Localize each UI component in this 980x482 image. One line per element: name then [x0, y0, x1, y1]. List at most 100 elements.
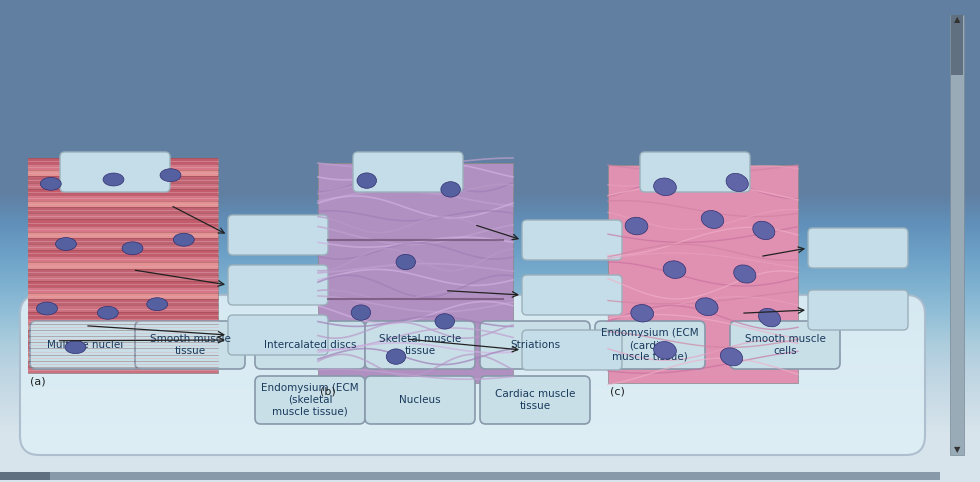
Bar: [28, 268, 218, 275]
FancyBboxPatch shape: [353, 152, 463, 192]
Bar: [28, 170, 218, 176]
Bar: [28, 219, 218, 226]
Bar: [28, 306, 218, 311]
Bar: [28, 361, 218, 367]
Bar: [28, 226, 218, 232]
Ellipse shape: [654, 342, 676, 359]
Text: (a): (a): [30, 377, 46, 387]
Text: Skeletal muscle
tissue: Skeletal muscle tissue: [379, 334, 462, 356]
FancyBboxPatch shape: [20, 295, 925, 455]
Ellipse shape: [759, 308, 780, 327]
Text: Intercalated discs: Intercalated discs: [264, 340, 357, 350]
Ellipse shape: [702, 211, 723, 228]
Ellipse shape: [696, 298, 718, 316]
Text: Smooth muscle
cells: Smooth muscle cells: [745, 334, 825, 356]
Ellipse shape: [103, 173, 123, 186]
Bar: [608, 165, 798, 383]
Ellipse shape: [435, 314, 455, 329]
Ellipse shape: [726, 174, 749, 191]
Text: Nucleus: Nucleus: [399, 395, 441, 405]
Bar: [0, 472, 50, 480]
FancyBboxPatch shape: [595, 321, 705, 369]
Bar: [28, 342, 218, 348]
Bar: [28, 299, 218, 306]
Bar: [318, 163, 513, 383]
Bar: [28, 195, 218, 201]
Bar: [28, 287, 218, 293]
Bar: [28, 158, 218, 164]
Ellipse shape: [122, 242, 143, 255]
Bar: [28, 189, 218, 195]
FancyBboxPatch shape: [480, 376, 590, 424]
Bar: [28, 355, 218, 361]
FancyBboxPatch shape: [730, 321, 840, 369]
Bar: [28, 244, 218, 250]
FancyBboxPatch shape: [808, 290, 908, 330]
Bar: [28, 318, 218, 324]
Text: ▼: ▼: [954, 445, 960, 455]
Ellipse shape: [173, 233, 194, 246]
FancyBboxPatch shape: [135, 321, 245, 369]
Ellipse shape: [147, 298, 168, 311]
Bar: [28, 293, 218, 299]
FancyBboxPatch shape: [365, 376, 475, 424]
Ellipse shape: [441, 182, 461, 197]
Bar: [28, 336, 218, 342]
FancyBboxPatch shape: [255, 376, 365, 424]
Ellipse shape: [654, 178, 676, 196]
Ellipse shape: [357, 173, 376, 188]
Bar: [28, 176, 218, 183]
Bar: [28, 250, 218, 256]
Bar: [950, 15, 964, 455]
Ellipse shape: [753, 221, 775, 240]
FancyBboxPatch shape: [640, 152, 750, 192]
Bar: [951, 15, 963, 75]
Bar: [28, 183, 218, 189]
Text: (c): (c): [610, 387, 625, 397]
Bar: [28, 275, 218, 281]
FancyBboxPatch shape: [365, 321, 475, 369]
Ellipse shape: [396, 254, 416, 270]
FancyBboxPatch shape: [522, 220, 622, 260]
Ellipse shape: [663, 261, 686, 279]
Ellipse shape: [720, 348, 743, 366]
FancyBboxPatch shape: [60, 152, 170, 192]
Ellipse shape: [65, 341, 86, 354]
Ellipse shape: [160, 169, 181, 182]
Text: Endomysium (ECM
(skeletal
muscle tissue): Endomysium (ECM (skeletal muscle tissue): [262, 383, 359, 416]
FancyBboxPatch shape: [480, 321, 590, 369]
Ellipse shape: [625, 217, 648, 235]
Text: ▲: ▲: [954, 15, 960, 25]
Bar: [28, 238, 218, 244]
Ellipse shape: [351, 305, 370, 321]
FancyBboxPatch shape: [255, 321, 365, 369]
FancyBboxPatch shape: [228, 265, 328, 305]
Bar: [28, 232, 218, 238]
Bar: [28, 367, 218, 373]
Ellipse shape: [386, 349, 406, 364]
Bar: [28, 281, 218, 287]
Ellipse shape: [631, 305, 654, 322]
Bar: [28, 348, 218, 355]
FancyBboxPatch shape: [522, 330, 622, 370]
Text: Striations: Striations: [510, 340, 560, 350]
Text: Multiple nuclei: Multiple nuclei: [47, 340, 123, 350]
FancyBboxPatch shape: [522, 275, 622, 315]
Bar: [0, 472, 940, 480]
Bar: [28, 330, 218, 336]
Text: Cardiac muscle
tissue: Cardiac muscle tissue: [495, 389, 575, 411]
Ellipse shape: [36, 302, 58, 315]
Text: (b): (b): [320, 387, 336, 397]
Bar: [28, 262, 218, 268]
Bar: [28, 158, 218, 373]
Ellipse shape: [40, 177, 61, 190]
FancyBboxPatch shape: [228, 215, 328, 255]
Ellipse shape: [97, 307, 119, 319]
Text: Endomysium (ECM
(cardiac
muscle tissue): Endomysium (ECM (cardiac muscle tissue): [601, 328, 699, 362]
Bar: [28, 324, 218, 330]
FancyBboxPatch shape: [30, 321, 140, 369]
Bar: [28, 164, 218, 170]
Text: Smooth muscle
tissue: Smooth muscle tissue: [150, 334, 230, 356]
Bar: [28, 201, 218, 207]
Bar: [28, 214, 218, 219]
